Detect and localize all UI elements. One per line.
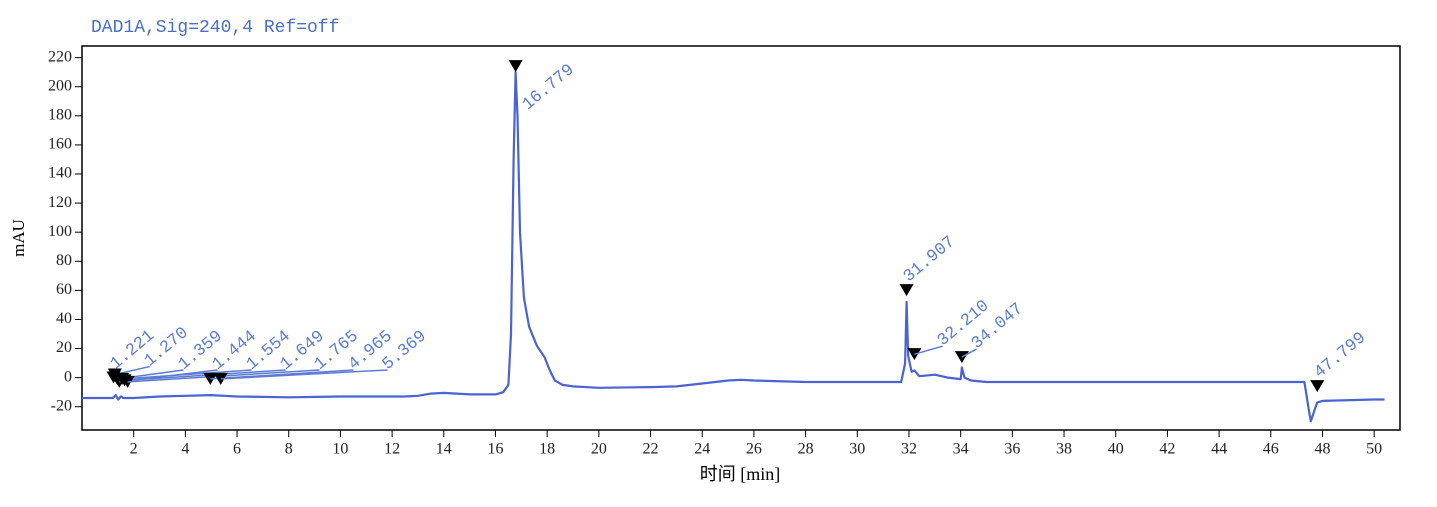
chart-title: DAD1A,Sig=240,4 Ref=off bbox=[91, 18, 339, 38]
y-tick-label: 100 bbox=[48, 223, 72, 240]
peak-marker bbox=[899, 284, 914, 297]
x-tick-label: 4 bbox=[181, 441, 189, 458]
x-tick-label: 8 bbox=[285, 441, 293, 458]
x-tick-label: 44 bbox=[1211, 441, 1227, 458]
x-tick-label: 38 bbox=[1056, 441, 1072, 458]
x-tick-label: 18 bbox=[539, 441, 555, 458]
x-tick-label: 2 bbox=[130, 441, 138, 458]
y-tick-label: 180 bbox=[48, 106, 72, 123]
x-tick-label: 34 bbox=[953, 441, 969, 458]
peak-marker bbox=[1310, 380, 1325, 393]
x-tick-label: 22 bbox=[643, 441, 659, 458]
trace bbox=[82, 71, 1385, 423]
plot-frame bbox=[81, 45, 1401, 431]
x-tick-label: 10 bbox=[332, 441, 348, 458]
x-tick-label: 30 bbox=[849, 441, 865, 458]
leader-line bbox=[122, 369, 252, 380]
y-tick-label: 220 bbox=[48, 48, 72, 65]
x-tick-label: 50 bbox=[1366, 441, 1382, 458]
x-tick-label: 20 bbox=[591, 441, 607, 458]
peak-label: 16.779 bbox=[519, 61, 578, 115]
x-tick-label: 48 bbox=[1314, 441, 1330, 458]
x-tick-label: 36 bbox=[1004, 441, 1020, 458]
x-tick-label: 46 bbox=[1263, 441, 1279, 458]
x-tick-label: 42 bbox=[1159, 441, 1175, 458]
x-tick-label: 6 bbox=[233, 441, 241, 458]
y-tick-label: -20 bbox=[51, 397, 72, 414]
leader-line bbox=[210, 369, 354, 380]
x-tick-label: 16 bbox=[487, 441, 503, 458]
leader-line bbox=[220, 369, 388, 380]
y-tick-label: 60 bbox=[56, 281, 72, 298]
leader-line bbox=[914, 345, 943, 355]
peak-label: 47.799 bbox=[1311, 329, 1370, 383]
peak-marker bbox=[508, 60, 523, 73]
x-tick-label: 12 bbox=[384, 441, 400, 458]
x-tick-label: 28 bbox=[798, 441, 814, 458]
y-tick-label: 200 bbox=[48, 77, 72, 94]
y-tick-label: 160 bbox=[48, 136, 72, 153]
leader-line bbox=[961, 348, 977, 358]
y-tick-label: 40 bbox=[56, 310, 72, 327]
x-tick-label: 24 bbox=[694, 441, 710, 458]
x-tick-label: 14 bbox=[436, 441, 452, 458]
y-tick-label: 80 bbox=[56, 252, 72, 269]
y-axis-label: mAU bbox=[9, 219, 28, 257]
y-tick-label: 120 bbox=[48, 194, 72, 211]
y-tick-label: 20 bbox=[56, 339, 72, 356]
x-axis-label: 时间 [min] bbox=[700, 464, 781, 484]
y-tick-label: 140 bbox=[48, 165, 72, 182]
x-tick-label: 32 bbox=[901, 441, 917, 458]
y-tick-label: 0 bbox=[64, 368, 72, 385]
x-tick-label: 26 bbox=[746, 441, 762, 458]
peak-label: 31.907 bbox=[900, 233, 959, 287]
x-tick-label: 40 bbox=[1108, 441, 1124, 458]
